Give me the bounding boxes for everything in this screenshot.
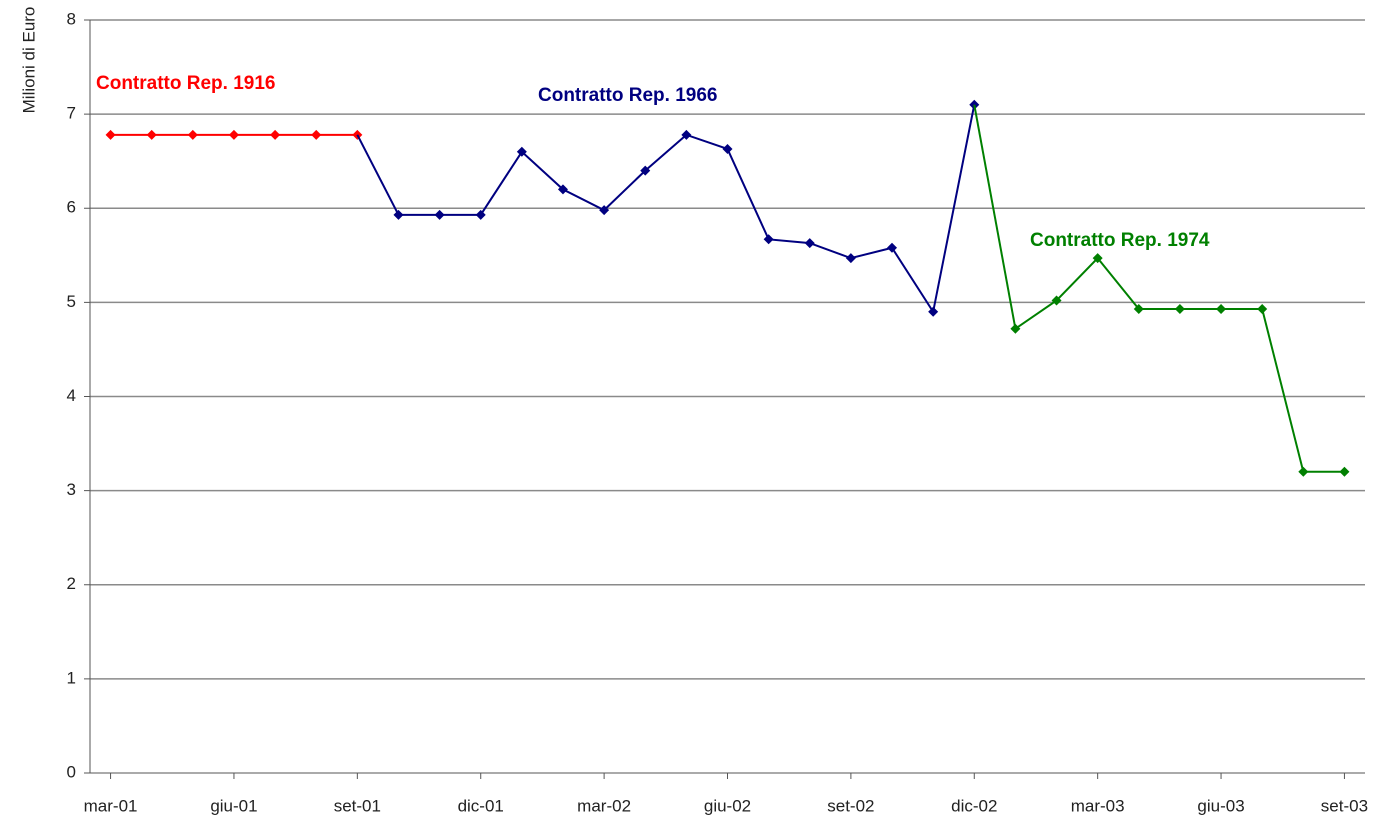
point [1174, 303, 1185, 314]
point [1092, 253, 1103, 264]
connector [356, 134, 400, 216]
x-tick-label: mar-03 [1071, 796, 1125, 815]
point [928, 306, 939, 317]
x-tick-label: set-01 [334, 796, 381, 815]
point [763, 234, 774, 245]
y-tick-label: 0 [67, 762, 76, 781]
annotation: Contratto Rep. 1974 [1030, 230, 1210, 251]
connector [973, 104, 1017, 329]
x-tick-label: mar-01 [84, 796, 138, 815]
point [1010, 323, 1021, 334]
y-tick-label: 7 [67, 104, 76, 123]
point [1133, 303, 1144, 314]
point [228, 129, 239, 140]
point [1298, 466, 1309, 477]
x-tick-label: giu-03 [1197, 796, 1244, 815]
annotation: Contratto Rep. 1966 [538, 85, 717, 106]
point [1216, 303, 1227, 314]
x-tick-label: dic-01 [458, 796, 504, 815]
point [434, 209, 445, 220]
point [475, 209, 486, 220]
y-tick-label: 1 [67, 668, 76, 687]
point [599, 205, 610, 216]
y-tick-label: 5 [67, 292, 76, 311]
x-tick-label: mar-02 [577, 796, 631, 815]
point [105, 129, 116, 140]
point [681, 129, 692, 140]
series-line [1014, 256, 1345, 473]
x-tick-label: set-02 [827, 796, 874, 815]
point [1257, 303, 1268, 314]
point [516, 146, 527, 157]
point [311, 129, 322, 140]
x-tick-label: giu-02 [704, 796, 751, 815]
x-tick-label: giu-01 [210, 796, 257, 815]
y-tick-label: 4 [67, 386, 76, 405]
x-tick-label: dic-02 [951, 796, 997, 815]
point [393, 209, 404, 220]
point [270, 129, 281, 140]
point [557, 184, 568, 195]
y-tick-label: 2 [67, 574, 76, 593]
point [1339, 466, 1350, 477]
point [640, 165, 651, 176]
point [146, 129, 157, 140]
point [804, 238, 815, 249]
y-axis-label: Milioni di Euro [19, 7, 38, 114]
point [722, 143, 733, 154]
y-tick-label: 6 [67, 198, 76, 217]
point [887, 242, 898, 253]
x-tick-label: set-03 [1321, 796, 1368, 815]
annotation: Contratto Rep. 1916 [96, 73, 275, 94]
y-tick-label: 3 [67, 480, 76, 499]
point [845, 253, 856, 264]
point [1051, 295, 1062, 306]
y-tick-label: 8 [67, 9, 76, 28]
point [187, 129, 198, 140]
